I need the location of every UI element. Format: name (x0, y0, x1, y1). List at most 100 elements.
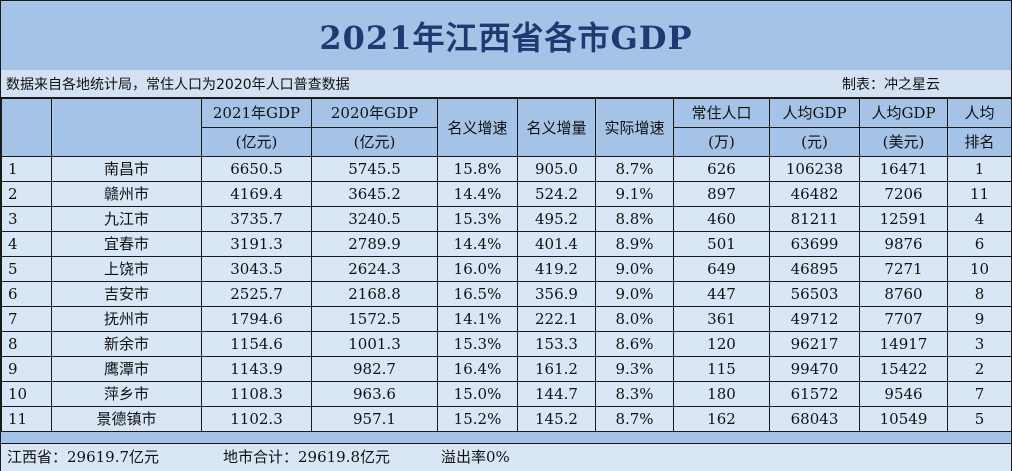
cell-nominal-rate: 14.4% (437, 231, 518, 257)
cell-gdp2021: 2525.7 (201, 281, 312, 307)
cell-per-capita-usd: 9546 (859, 381, 948, 407)
source-note: 数据来自各地统计局，常住人口为2020年人口普查数据 (6, 77, 350, 93)
cell-per-capita-cny: 106238 (769, 156, 860, 182)
cell-index: 4 (1, 231, 52, 257)
header-per-capita-cny-unit: (元) (769, 127, 860, 157)
cell-nominal-rate: 15.3% (437, 206, 518, 232)
cell-gdp2020: 5745.5 (311, 156, 438, 182)
cell-gdp2021: 3191.3 (201, 231, 312, 257)
cell-per-capita-cny: 56503 (769, 281, 860, 307)
cell-index: 10 (1, 381, 52, 407)
cell-real-rate: 9.3% (595, 356, 674, 382)
cell-population: 649 (673, 256, 770, 282)
cell-gdp2020: 3645.2 (311, 181, 438, 207)
cell-nominal-increase: 356.9 (517, 281, 596, 307)
cell-nominal-increase: 401.4 (517, 231, 596, 257)
table-row: 6 吉安市 2525.7 2168.8 16.5% 356.9 9.0% 447 56503 87… (1, 281, 1012, 307)
subheader-bar: 数据来自各地统计局，常住人口为2020年人口普查数据 制表：冲之星云 (1, 70, 1011, 98)
cell-population: 361 (673, 306, 770, 332)
cell-gdp2021: 1154.6 (201, 331, 312, 357)
cell-real-rate: 8.7% (595, 406, 674, 432)
cell-nominal-rate: 14.4% (437, 181, 518, 207)
cell-rank: 8 (947, 281, 1012, 307)
cell-per-capita-usd: 8760 (859, 281, 948, 307)
cell-real-rate: 9.1% (595, 181, 674, 207)
cell-nominal-rate: 15.2% (437, 406, 518, 432)
cell-per-capita-cny: 81211 (769, 206, 860, 232)
cell-gdp2021: 3043.5 (201, 256, 312, 282)
cell-index: 1 (1, 156, 52, 182)
cell-nominal-rate: 15.0% (437, 381, 518, 407)
cell-nominal-rate: 15.3% (437, 331, 518, 357)
header-rank: 人均 (947, 98, 1012, 128)
cell-per-capita-usd: 16471 (859, 156, 948, 182)
table-row: 9 鹰潭市 1143.9 982.7 16.4% 161.2 9.3% 115 99470 154… (1, 356, 1012, 382)
cell-per-capita-cny: 46482 (769, 181, 860, 207)
cell-population: 501 (673, 231, 770, 257)
cell-city: 上饶市 (51, 256, 202, 282)
header-population-unit: (万) (673, 127, 770, 157)
cell-real-rate: 8.8% (595, 206, 674, 232)
cell-rank: 4 (947, 206, 1012, 232)
cell-gdp2020: 957.1 (311, 406, 438, 432)
cell-per-capita-cny: 99470 (769, 356, 860, 382)
table-title: 2021年江西省各市GDP (1, 1, 1011, 71)
table-row: 11 景德镇市 1102.3 957.1 15.2% 145.2 8.7% 162 68043 1… (1, 406, 1012, 432)
table-row: 5 上饶市 3043.5 2624.3 16.0% 419.2 9.0% 649 46895 72… (1, 256, 1012, 282)
cell-gdp2021: 1794.6 (201, 306, 312, 332)
cell-rank: 3 (947, 331, 1012, 357)
cell-real-rate: 8.6% (595, 331, 674, 357)
cell-gdp2020: 1001.3 (311, 331, 438, 357)
cell-rank: 7 (947, 381, 1012, 407)
cell-city: 九江市 (51, 206, 202, 232)
overflow-rate: 溢出率0% (441, 448, 510, 466)
cell-gdp2021: 1143.9 (201, 356, 312, 382)
gdp-table: 2021年GDP 2020年GDP 名义增速 名义增量 实际增速 常住人口 人均… (1, 98, 1012, 432)
cell-index: 9 (1, 356, 52, 382)
cell-nominal-increase: 153.3 (517, 331, 596, 357)
cell-per-capita-cny: 63699 (769, 231, 860, 257)
cell-per-capita-usd: 15422 (859, 356, 948, 382)
cell-per-capita-usd: 12591 (859, 206, 948, 232)
cell-nominal-rate: 14.1% (437, 306, 518, 332)
cell-gdp2020: 1572.5 (311, 306, 438, 332)
cell-index: 6 (1, 281, 52, 307)
cell-nominal-increase: 905.0 (517, 156, 596, 182)
cell-per-capita-usd: 7206 (859, 181, 948, 207)
cell-per-capita-cny: 96217 (769, 331, 860, 357)
cell-real-rate: 8.0% (595, 306, 674, 332)
cell-city: 南昌市 (51, 156, 202, 182)
cell-gdp2020: 982.7 (311, 356, 438, 382)
header-row-2: (亿元) (亿元) (万) (元) (美元) 排名 (2, 127, 1012, 157)
cell-nominal-increase: 222.1 (517, 306, 596, 332)
cell-index: 7 (1, 306, 52, 332)
cell-index: 11 (1, 406, 52, 432)
cell-nominal-rate: 15.8% (437, 156, 518, 182)
cell-city: 宜春市 (51, 231, 202, 257)
cell-per-capita-usd: 10549 (859, 406, 948, 432)
cell-nominal-increase: 495.2 (517, 206, 596, 232)
cell-gdp2021: 6650.5 (201, 156, 312, 182)
cell-rank: 11 (947, 181, 1012, 207)
header-per-capita-usd-unit: (美元) (859, 127, 948, 157)
cell-rank: 6 (947, 231, 1012, 257)
header-per-capita-cny: 人均GDP (769, 98, 860, 128)
cell-index: 3 (1, 206, 52, 232)
header-gdp2020-unit: (亿元) (311, 127, 438, 157)
cell-population: 180 (673, 381, 770, 407)
cell-real-rate: 9.0% (595, 256, 674, 282)
cell-nominal-increase: 524.2 (517, 181, 596, 207)
table-row: 8 新余市 1154.6 1001.3 15.3% 153.3 8.6% 120 96217 14… (1, 331, 1012, 357)
credit-note: 制表：冲之星云 (842, 77, 940, 93)
header-rank-line2: 排名 (947, 127, 1012, 157)
cell-per-capita-usd: 7271 (859, 256, 948, 282)
cell-population: 120 (673, 331, 770, 357)
cell-gdp2021: 1108.3 (201, 381, 312, 407)
cell-gdp2020: 2168.8 (311, 281, 438, 307)
header-per-capita-usd: 人均GDP (859, 98, 948, 128)
cell-rank: 2 (947, 356, 1012, 382)
cell-index: 5 (1, 256, 52, 282)
cell-city: 鹰潭市 (51, 356, 202, 382)
header-real-rate: 实际增速 (595, 98, 674, 157)
cell-index: 8 (1, 331, 52, 357)
